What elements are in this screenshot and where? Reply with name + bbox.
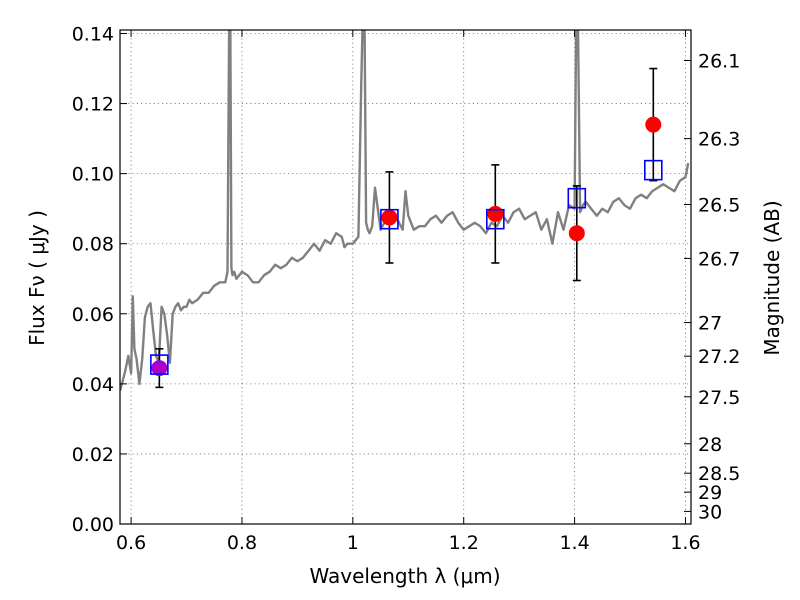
marker-layer — [150, 116, 663, 377]
y-tick-label: 0.08 — [72, 234, 114, 256]
plot-frame — [119, 29, 692, 525]
tick-layer: 0.6 0.8 1 1.2 1.4 1.6 0.00 0.02 0.04 0.06 0.08 0.10… — [72, 24, 741, 554]
model-point — [380, 208, 399, 230]
magnitude-tick-label: 26.1 — [698, 50, 740, 72]
y-tick-label: 0.02 — [72, 444, 114, 466]
magnitude-tick-label: 28.5 — [698, 463, 740, 485]
magnitude-tick-label: 28 — [698, 434, 722, 456]
observed-point — [151, 360, 168, 377]
magnitude-tick-label: 26.5 — [698, 194, 740, 216]
magnitude-tick-label: 27.5 — [698, 387, 740, 409]
y-tick-label: 0.04 — [72, 374, 114, 396]
magnitude-tick-label: 26.7 — [698, 248, 740, 270]
y-tick-label: 0.00 — [72, 514, 114, 536]
magnitude-axis-label: Magnitude (AB) — [760, 200, 784, 355]
x-tick-label: 1.4 — [559, 532, 589, 554]
x-tick-label: 1.6 — [670, 532, 700, 554]
y-tick-label: 0.06 — [72, 304, 114, 326]
x-tick-label: 1.2 — [449, 532, 479, 554]
y-axis-label: Flux Fν ( μJy ) — [25, 210, 49, 346]
y-tick-label: 0.10 — [72, 164, 114, 186]
y-tick-label: 0.12 — [72, 94, 114, 116]
magnitude-tick-label: 30 — [698, 501, 722, 523]
observed-point — [381, 209, 398, 226]
x-tick-label: 0.6 — [116, 532, 146, 554]
observed-point — [487, 205, 504, 222]
model-point — [150, 354, 169, 375]
x-tick-label: 0.8 — [227, 532, 257, 554]
y-tick-label: 0.14 — [72, 24, 114, 46]
model-point — [486, 208, 505, 230]
observed-point — [568, 225, 585, 242]
model-point — [567, 187, 587, 209]
spectrum-layer — [120, 30, 690, 392]
observed-point — [645, 116, 662, 133]
x-axis-label: Wavelength λ (μm) — [309, 564, 500, 588]
x-tick-label: 1 — [347, 532, 359, 554]
magnitude-tick-label: 26.3 — [698, 129, 740, 151]
grid-lines — [120, 30, 691, 525]
spectrum-line — [120, 30, 690, 392]
magnitude-tick-label: 27.2 — [698, 346, 740, 368]
model-point — [644, 159, 663, 181]
magnitude-tick-label: 27 — [698, 313, 722, 335]
magnitude-tick-label: 29 — [698, 482, 722, 504]
